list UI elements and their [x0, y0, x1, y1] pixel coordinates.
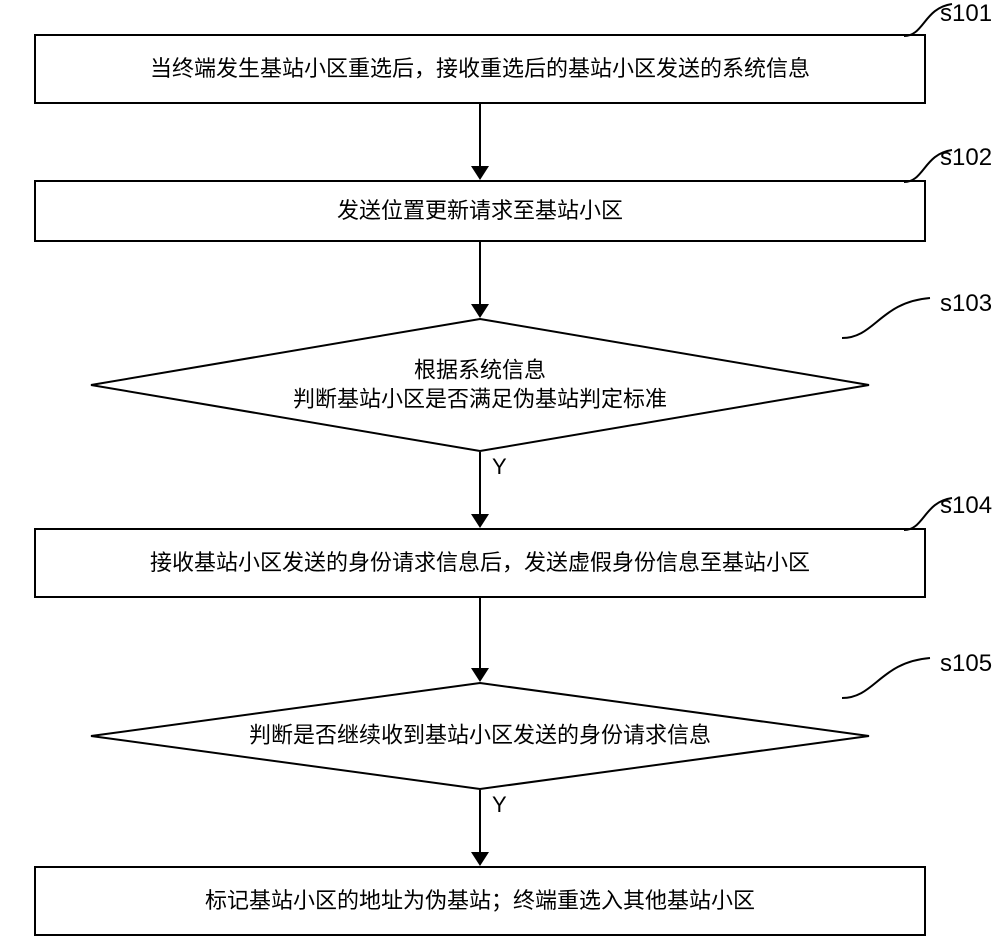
step-s103-line2: 判断基站小区是否满足伪基站判定标准	[293, 386, 667, 411]
arrow-3	[479, 452, 481, 514]
label-s105: s105	[940, 650, 992, 678]
arrow-1-head	[471, 166, 489, 180]
arrow-4	[479, 598, 481, 668]
arrow-2	[479, 242, 481, 304]
step-final-text: 标记基站小区的地址为伪基站；终端重选入其他基站小区	[205, 887, 755, 916]
step-s101-text: 当终端发生基站小区重选后，接收重选后的基站小区发送的系统信息	[150, 55, 810, 84]
step-s105-line1: 判断是否继续收到基站小区发送的身份请求信息	[249, 723, 711, 748]
arrow-1	[479, 104, 481, 166]
step-s101: 当终端发生基站小区重选后，接收重选后的基站小区发送的系统信息	[34, 34, 926, 104]
step-s104-text: 接收基站小区发送的身份请求信息后，发送虚假身份信息至基站小区	[150, 549, 810, 578]
label-s102: s102	[940, 144, 992, 172]
step-s103: 根据系统信息 判断基站小区是否满足伪基站判定标准	[90, 318, 870, 452]
label-s104: s104	[940, 492, 992, 520]
step-final: 标记基站小区的地址为伪基站；终端重选入其他基站小区	[34, 866, 926, 936]
step-s102: 发送位置更新请求至基站小区	[34, 180, 926, 242]
arrow-3-head	[471, 514, 489, 528]
label-s103: s103	[940, 290, 992, 318]
step-s103-line1: 根据系统信息	[414, 357, 546, 382]
callout-s103	[840, 294, 950, 344]
arrow-5-head	[471, 852, 489, 866]
arrow-2-head	[471, 304, 489, 318]
arrow-4-head	[471, 668, 489, 682]
callout-s105	[840, 654, 950, 704]
step-s105: 判断是否继续收到基站小区发送的身份请求信息	[90, 682, 870, 790]
step-s104: 接收基站小区发送的身份请求信息后，发送虚假身份信息至基站小区	[34, 528, 926, 598]
step-s102-text: 发送位置更新请求至基站小区	[337, 197, 623, 226]
branch-y-2: Y	[492, 792, 507, 818]
branch-y-1: Y	[492, 454, 507, 480]
flowchart-canvas: 当终端发生基站小区重选后，接收重选后的基站小区发送的系统信息 发送位置更新请求至…	[0, 0, 1000, 949]
arrow-5	[479, 790, 481, 852]
label-s101: s101	[940, 0, 992, 28]
